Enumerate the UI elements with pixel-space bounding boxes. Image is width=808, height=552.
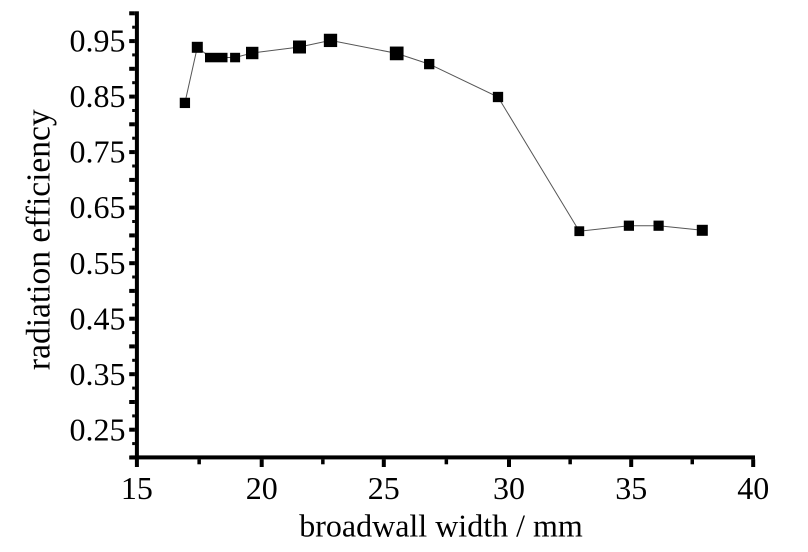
svg-text:0.65: 0.65 <box>70 189 126 225</box>
svg-text:0.35: 0.35 <box>70 356 126 392</box>
svg-text:0.45: 0.45 <box>70 300 126 336</box>
svg-text:35: 35 <box>615 470 647 506</box>
svg-text:0.85: 0.85 <box>70 78 126 114</box>
svg-text:0.25: 0.25 <box>70 411 126 447</box>
svg-text:40: 40 <box>737 470 769 506</box>
svg-text:20: 20 <box>246 470 278 506</box>
svg-text:30: 30 <box>493 470 525 506</box>
svg-text:25: 25 <box>368 470 400 506</box>
svg-text:radiation efficiency: radiation efficiency <box>21 109 58 370</box>
svg-text:0.75: 0.75 <box>70 134 126 170</box>
svg-text:0.95: 0.95 <box>70 23 126 59</box>
svg-text:0.55: 0.55 <box>70 245 126 281</box>
svg-text:broadwall width / mm: broadwall width / mm <box>299 508 583 544</box>
svg-text:15: 15 <box>121 470 153 506</box>
